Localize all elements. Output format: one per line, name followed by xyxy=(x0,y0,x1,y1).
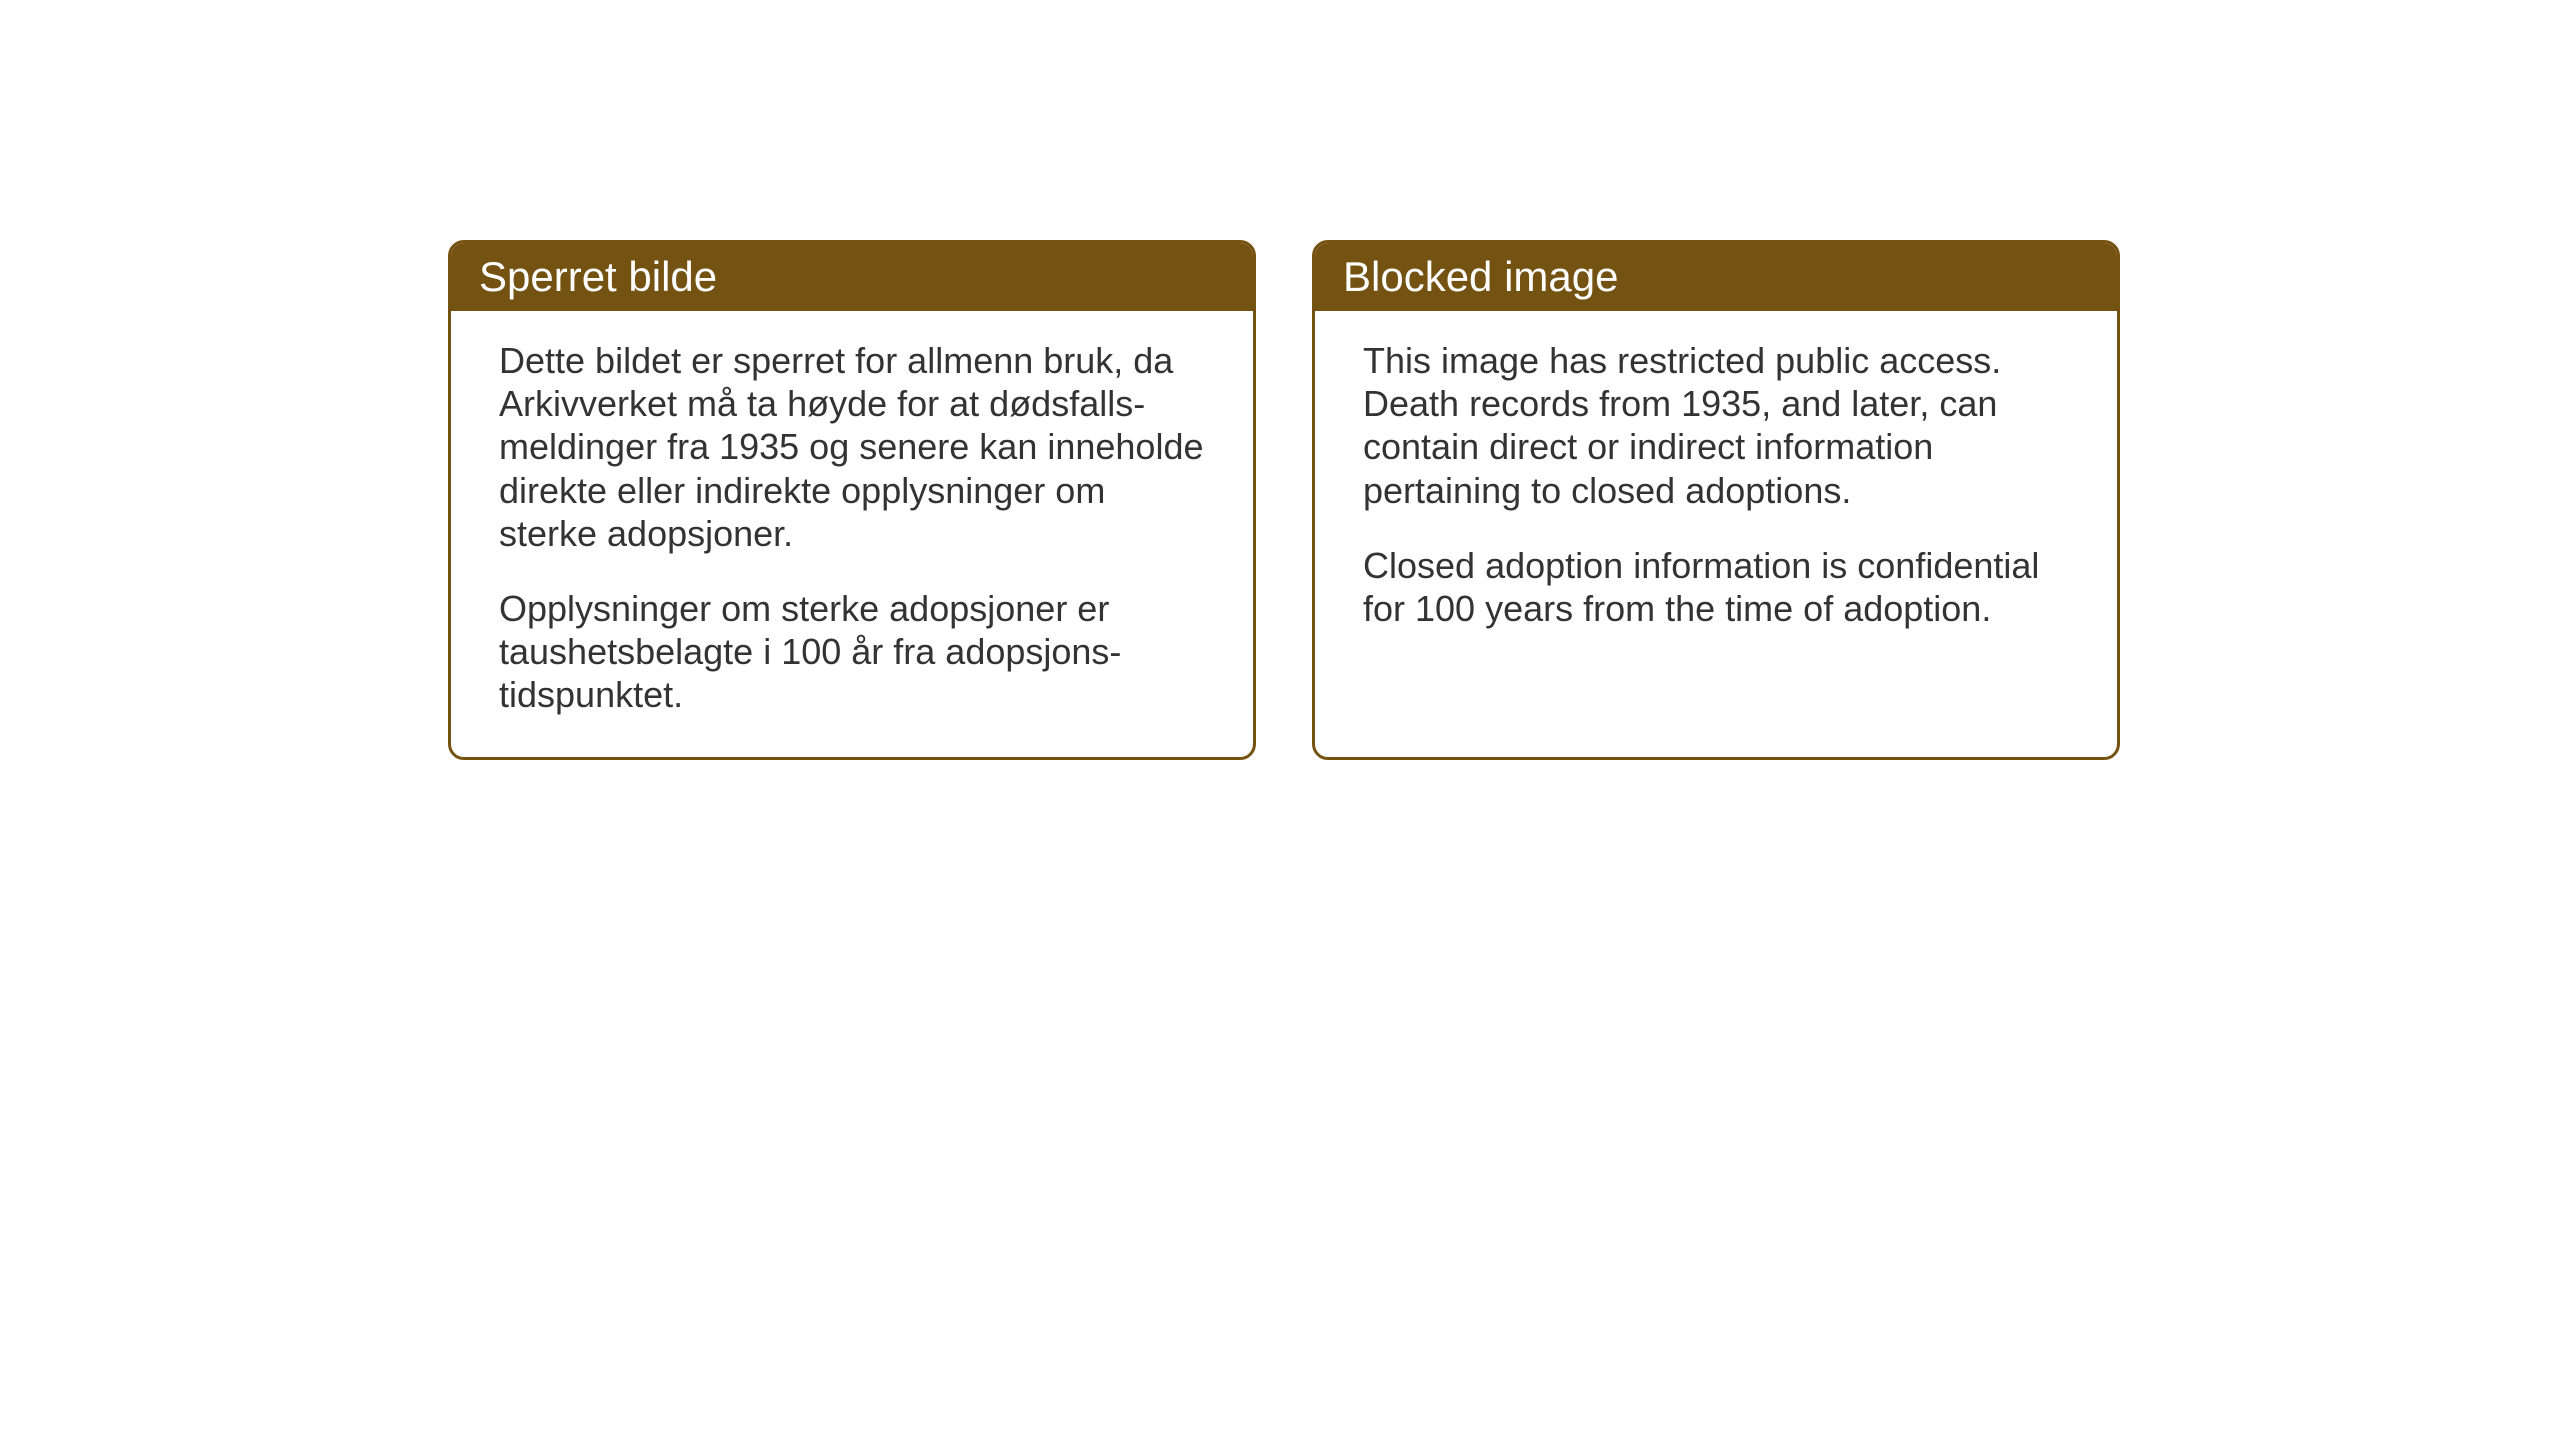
card-paragraph: Closed adoption information is confident… xyxy=(1363,544,2069,630)
card-paragraph: Opplysninger om sterke adopsjoner er tau… xyxy=(499,587,1205,717)
cards-container: Sperret bilde Dette bildet er sperret fo… xyxy=(448,240,2120,760)
card-header-english: Blocked image xyxy=(1315,243,2117,311)
card-body-norwegian: Dette bildet er sperret for allmenn bruk… xyxy=(451,311,1253,757)
card-paragraph: Dette bildet er sperret for allmenn bruk… xyxy=(499,339,1205,555)
card-title: Blocked image xyxy=(1343,253,1618,300)
card-body-english: This image has restricted public access.… xyxy=(1315,311,2117,670)
card-norwegian: Sperret bilde Dette bildet er sperret fo… xyxy=(448,240,1256,760)
card-paragraph: This image has restricted public access.… xyxy=(1363,339,2069,512)
card-english: Blocked image This image has restricted … xyxy=(1312,240,2120,760)
card-header-norwegian: Sperret bilde xyxy=(451,243,1253,311)
card-title: Sperret bilde xyxy=(479,253,717,300)
